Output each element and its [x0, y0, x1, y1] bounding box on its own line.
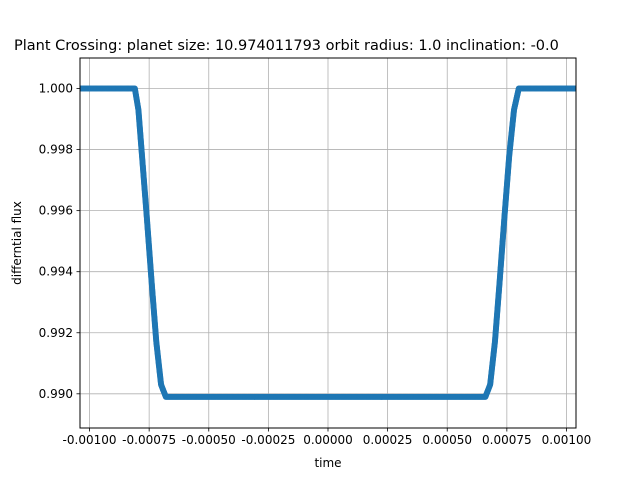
x-tick-label: -0.00100	[63, 433, 117, 447]
y-tick-label: 1.000	[39, 82, 73, 96]
data-point	[573, 85, 576, 92]
y-tick-label: 0.990	[39, 387, 73, 401]
x-tick-label: -0.00025	[241, 433, 295, 447]
x-tick-label: 0.00000	[303, 433, 353, 447]
x-tick-label: -0.00075	[122, 433, 176, 447]
y-tick-label: 0.998	[39, 143, 73, 157]
x-axis-label: time	[314, 456, 341, 470]
y-axis-label: differntial flux	[10, 201, 24, 285]
data-series	[80, 85, 576, 400]
chart-title: Plant Crossing: planet size: 10.97401179…	[14, 38, 559, 54]
ticks: -0.00100 -0.00075 -0.00050 -0.00025 0.00000 0…	[39, 82, 592, 447]
x-tick-label: 0.00050	[422, 433, 472, 447]
x-tick-label: 0.00075	[482, 433, 532, 447]
y-tick-label: 0.992	[39, 326, 73, 340]
x-tick-label: 0.00025	[363, 433, 413, 447]
y-tick-label: 0.994	[39, 265, 73, 279]
grid	[80, 58, 576, 428]
y-tick-label: 0.996	[39, 204, 73, 218]
x-tick-label: -0.00050	[182, 433, 236, 447]
series-points	[80, 85, 576, 400]
x-tick-label: 0.00100	[542, 433, 592, 447]
